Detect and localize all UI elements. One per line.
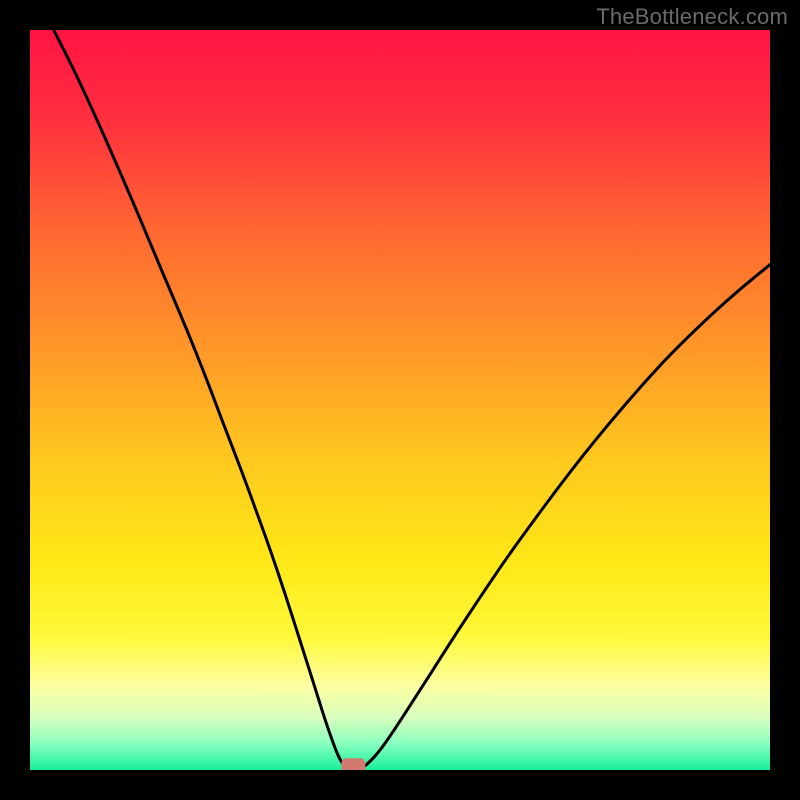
bottleneck-plot (30, 30, 770, 770)
chart-frame: TheBottleneck.com (0, 0, 800, 800)
optimum-marker (341, 758, 365, 770)
watermark-label: TheBottleneck.com (596, 4, 788, 30)
plot-background (30, 30, 770, 770)
